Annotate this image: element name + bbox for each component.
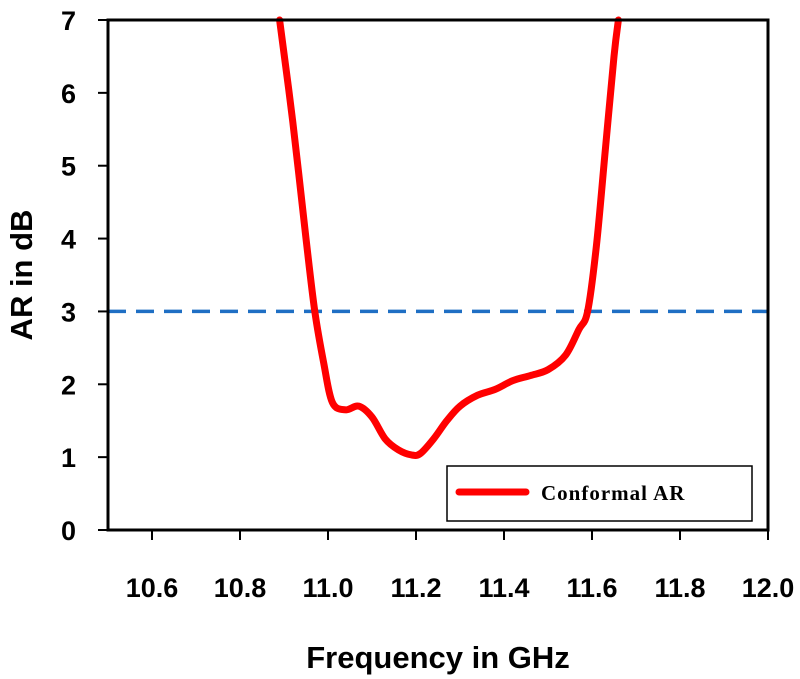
x-tick-label: 10.8 bbox=[214, 573, 267, 603]
x-tick-label: 11.2 bbox=[390, 573, 441, 603]
y-tick-label: 3 bbox=[61, 297, 76, 327]
x-tick-label: 12.0 bbox=[742, 573, 795, 603]
x-axis-ticks: 10.6 10.8 11.0 11.2 11.4 11.6 11.8 12.0 bbox=[126, 530, 795, 603]
x-tick-label: 11.8 bbox=[654, 573, 705, 603]
y-tick-label: 0 bbox=[61, 516, 76, 546]
plot-layer bbox=[108, 16, 768, 459]
series-line-conformal-ar bbox=[276, 16, 622, 459]
y-tick-label: 4 bbox=[61, 225, 76, 255]
y-tick-label: 6 bbox=[61, 79, 76, 109]
y-tick-label: 5 bbox=[61, 152, 76, 182]
x-tick-label: 10.6 bbox=[126, 573, 179, 603]
y-axis-title: AR in dB bbox=[4, 210, 39, 341]
legend: Conformal AR bbox=[446, 465, 753, 522]
plot-area-frame bbox=[106, 18, 770, 532]
y-tick-label: 1 bbox=[61, 443, 76, 473]
legend-label-conformal-ar: Conformal AR bbox=[541, 481, 685, 505]
y-tick-label: 7 bbox=[61, 6, 76, 36]
y-axis-ticks: 0 1 2 3 4 5 6 7 bbox=[61, 6, 108, 546]
x-tick-label: 11.4 bbox=[478, 573, 529, 603]
x-tick-label: 11.6 bbox=[566, 573, 617, 603]
x-axis-title: Frequency in GHz bbox=[306, 640, 570, 675]
x-tick-label: 11.0 bbox=[302, 573, 353, 603]
y-tick-label: 2 bbox=[61, 370, 76, 400]
